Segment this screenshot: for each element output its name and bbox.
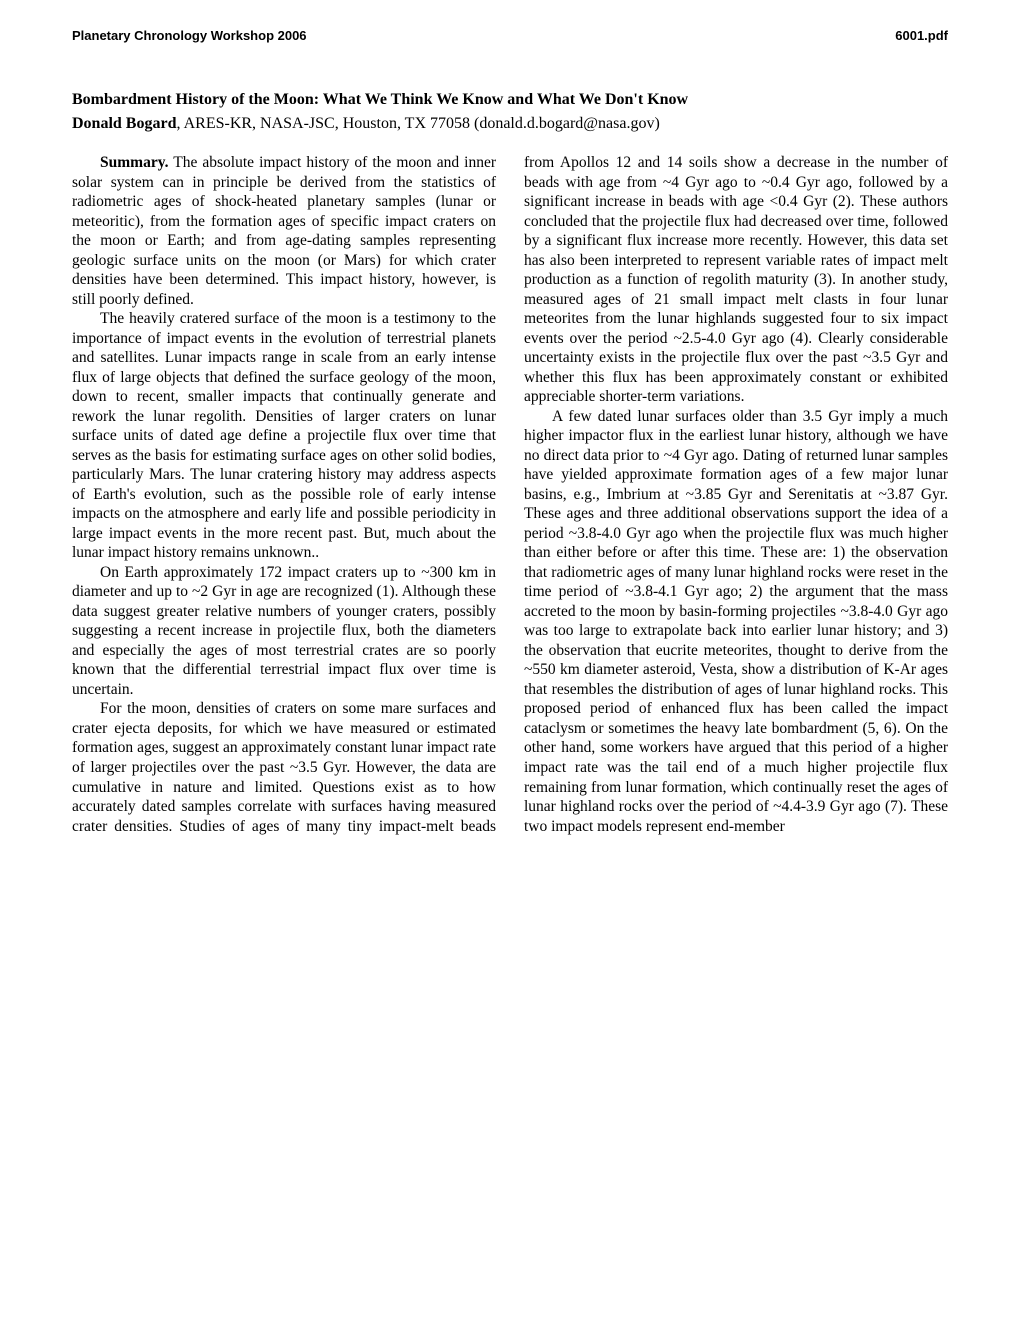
summary-label: Summary. [100,154,168,171]
paragraph: A few dated lunar surfaces older than 3.… [524,407,948,836]
page-header: Planetary Chronology Workshop 2006 6001.… [72,28,948,43]
author-affiliation: , ARES-KR, NASA-JSC, Houston, TX 77058 (… [176,115,659,132]
document-id: 6001.pdf [895,28,948,43]
paragraph: Summary. The absolute impact history of … [72,153,496,309]
author-name: Donald Bogard [72,115,176,132]
paragraph-text: The absolute impact history of the moon … [72,154,496,308]
author-line: Donald Bogard, ARES-KR, NASA-JSC, Housto… [72,115,948,133]
paragraph: The heavily cratered surface of the moon… [72,309,496,563]
conference-name: Planetary Chronology Workshop 2006 [72,28,307,43]
body-columns: Summary. The absolute impact history of … [72,153,948,836]
paragraph: On Earth approximately 172 impact crater… [72,563,496,700]
paper-title: Bombardment History of the Moon: What We… [72,91,948,109]
